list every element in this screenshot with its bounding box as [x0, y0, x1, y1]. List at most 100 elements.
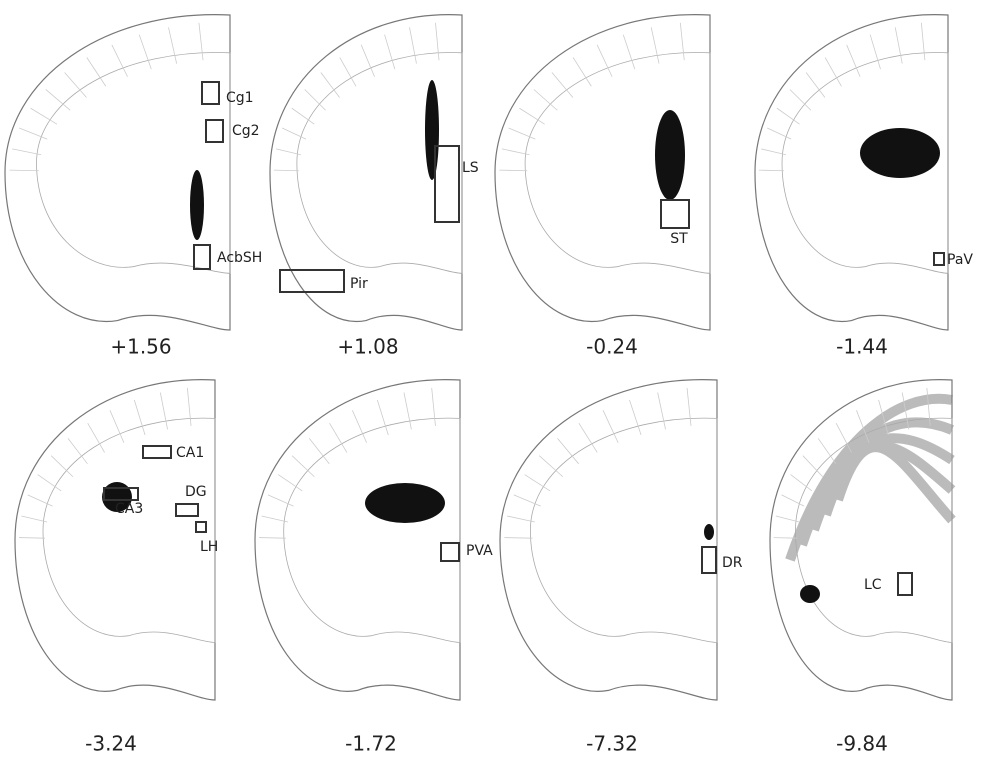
section-outline	[499, 379, 718, 701]
cortex-ray	[30, 107, 58, 125]
coordinate-label: -7.32	[586, 732, 638, 756]
cortex-ray	[19, 537, 46, 539]
cortex-ray	[21, 515, 48, 523]
region-label: PaV	[947, 252, 973, 268]
section-outline	[269, 14, 463, 331]
region-label: Pir	[350, 276, 368, 292]
cortex-ray	[657, 392, 666, 430]
cortex-ray	[802, 455, 823, 478]
section-outline	[754, 14, 949, 331]
cortex-ray	[533, 89, 558, 111]
coordinate-label: -9.84	[836, 732, 888, 756]
cortex-ray	[596, 44, 613, 77]
cortex-ray	[276, 148, 301, 156]
section-outline	[494, 14, 711, 331]
region-box	[103, 487, 139, 501]
cortex-ray	[12, 148, 42, 156]
cortex-ray	[277, 474, 303, 492]
cortex-ray	[538, 455, 564, 478]
ventricle	[102, 482, 132, 512]
coordinate-label: +1.08	[337, 335, 398, 359]
cortex-ray	[329, 422, 348, 453]
cortex-ray	[602, 410, 619, 443]
ventricle	[704, 524, 714, 540]
region-label: DG	[185, 484, 207, 500]
ventricle	[425, 80, 439, 180]
region-label: LC	[864, 577, 882, 593]
cerebellum-fold	[833, 442, 956, 524]
cortex-line	[781, 52, 949, 274]
cortex-line	[283, 417, 461, 643]
cortex-ray	[758, 169, 784, 172]
brain-section: -1.44 PaV	[754, 14, 973, 359]
cortex-ray	[403, 392, 412, 430]
cortex-ray	[805, 72, 826, 98]
coordinate-label: -0.24	[586, 335, 638, 359]
region-box	[175, 503, 199, 517]
cortex-ray	[351, 410, 367, 443]
region-box	[701, 546, 717, 574]
cortex-ray	[168, 27, 178, 64]
brain-section: -7.32 DR	[499, 379, 743, 756]
ventricle	[190, 170, 204, 240]
cortex-ray	[519, 107, 545, 125]
section-outline	[14, 379, 216, 701]
cortex-ray	[198, 22, 204, 61]
cortex-ray	[291, 107, 315, 125]
region-box	[201, 81, 220, 105]
cortex-ray	[339, 57, 357, 87]
cortex-ray	[551, 72, 574, 98]
region-box	[142, 445, 172, 459]
cortex-line	[42, 417, 216, 643]
cortex-ray	[869, 34, 881, 70]
cortex-ray	[87, 423, 105, 453]
cortex-line	[529, 417, 718, 643]
cortex-ray	[86, 57, 107, 87]
cortex-ray	[19, 127, 48, 140]
cortex-ray	[856, 410, 870, 443]
cortex-ray	[133, 399, 146, 436]
ventricle	[655, 110, 685, 200]
cortex-ray	[360, 44, 375, 77]
cortex-ray	[431, 387, 436, 426]
cortex-ray	[650, 27, 660, 64]
cortex-ray	[629, 399, 642, 436]
section-outline	[254, 379, 461, 701]
region-label: CA3	[115, 501, 143, 517]
cortex-ray	[138, 34, 152, 70]
cortex-ray	[291, 455, 315, 478]
cortex-ray	[308, 438, 330, 465]
cortex-ray	[901, 392, 910, 430]
cortex-ray	[37, 474, 62, 492]
cortex-ray	[376, 399, 389, 436]
cortex-ray	[501, 148, 530, 156]
region-box	[434, 145, 460, 223]
cortex-ray	[557, 438, 579, 465]
cortex-ray	[894, 27, 903, 64]
cortex-ray	[776, 107, 800, 125]
coordinate-label: -1.72	[345, 732, 397, 756]
cortex-line	[524, 52, 711, 274]
cortex-ray	[109, 410, 125, 443]
coordinate-label: -1.44	[836, 335, 888, 359]
cortex-ray	[259, 537, 286, 539]
region-label: PVA	[466, 543, 493, 559]
brain-section: -0.24 ST	[494, 14, 711, 359]
cortex-ray	[761, 148, 787, 156]
cortex-ray	[679, 22, 685, 61]
cortex-ray	[499, 169, 528, 172]
cortex-ray	[159, 392, 168, 430]
section-outline	[4, 14, 231, 331]
cortex-ray	[513, 494, 541, 507]
cortex-ray	[790, 474, 813, 492]
cortex-ray	[435, 22, 440, 61]
cortex-ray	[508, 127, 536, 140]
cortex-ray	[775, 515, 800, 523]
cortex-ray	[846, 44, 861, 77]
cortex-ray	[409, 27, 417, 64]
brain-section: +1.08 LS Pir	[269, 14, 479, 359]
cortex-ray	[767, 127, 792, 140]
cortex-line	[36, 52, 231, 274]
region-box	[897, 572, 913, 596]
